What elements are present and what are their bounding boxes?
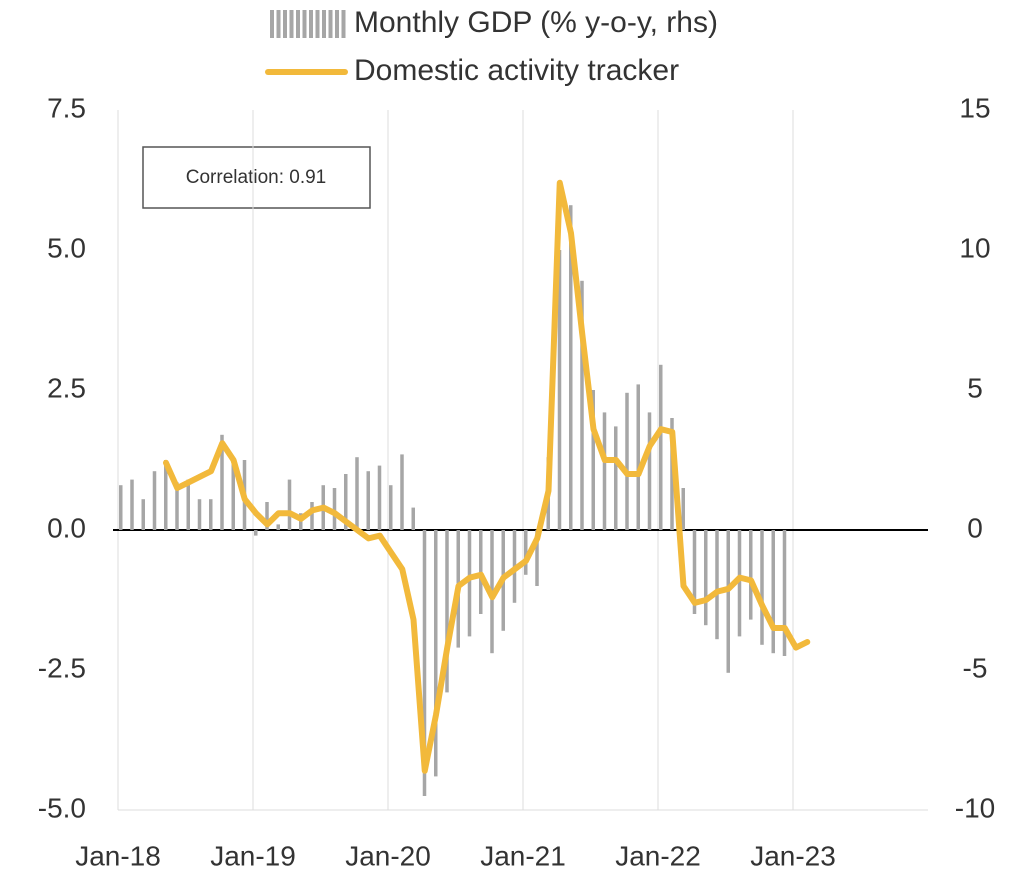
bar — [602, 412, 607, 530]
bar — [186, 479, 190, 530]
bar — [569, 205, 573, 530]
y-tick-label: -5.0 — [38, 792, 86, 823]
annotation-box — [142, 146, 371, 209]
bar — [366, 471, 370, 530]
x-tick-label: Jan-21 — [480, 840, 566, 871]
bar — [119, 485, 123, 530]
bar — [164, 460, 168, 530]
bar — [175, 482, 179, 530]
bar — [749, 530, 753, 620]
bar — [220, 434, 224, 530]
bar — [535, 530, 539, 586]
bar — [782, 530, 787, 656]
bar — [141, 499, 145, 530]
y-tick-label: 5.0 — [47, 232, 86, 263]
y-tick-label: 2.5 — [47, 372, 86, 403]
y2-tick-label: 5 — [967, 372, 983, 403]
y-tick-label: 7.5 — [47, 92, 86, 123]
bar — [692, 530, 697, 614]
legend-swatch — [328, 10, 333, 38]
legend-swatch — [302, 10, 307, 38]
bar — [467, 530, 472, 637]
bar — [355, 457, 359, 530]
legend-swatch — [341, 10, 346, 38]
x-tick-label: Jan-22 — [615, 840, 701, 871]
bar — [332, 488, 337, 530]
y2-tick-label: 10 — [959, 232, 990, 263]
bar — [704, 530, 708, 626]
legend-swatch — [283, 10, 287, 38]
bar — [310, 502, 314, 530]
bar — [434, 530, 438, 777]
bar — [265, 502, 269, 530]
bar — [276, 524, 280, 530]
bar — [254, 530, 258, 536]
x-tick-label: Jan-18 — [75, 840, 161, 871]
x-tick-label: Jan-23 — [750, 840, 836, 871]
bar — [760, 530, 764, 645]
y-tick-label: -2.5 — [38, 652, 86, 683]
line — [163, 179, 811, 774]
legend-label: Domestic activity tracker — [354, 54, 679, 87]
legend-swatch — [289, 10, 294, 38]
bar — [422, 530, 427, 796]
bar — [580, 280, 584, 530]
bar — [647, 412, 652, 530]
bar — [445, 530, 449, 693]
bar — [411, 507, 415, 530]
x-tick-label: Jan-20 — [345, 840, 431, 871]
bar — [625, 392, 629, 530]
bar — [659, 364, 663, 530]
bar — [231, 457, 235, 530]
bar — [591, 390, 595, 530]
bar — [636, 384, 640, 530]
bar — [557, 250, 562, 530]
bar — [152, 471, 157, 530]
bar — [524, 530, 528, 575]
bar — [614, 426, 618, 530]
legend-swatch — [270, 10, 274, 38]
annotation: Correlation: 0.91 — [186, 167, 326, 188]
bar — [287, 479, 292, 530]
bar — [209, 499, 213, 530]
y2-tick-label: -5 — [963, 652, 988, 683]
legend-swatch — [322, 10, 326, 38]
y2-tick-label: -10 — [955, 792, 995, 823]
bar — [344, 474, 348, 530]
bar — [389, 485, 393, 530]
y2-tick-label: 0 — [967, 512, 983, 543]
bar — [726, 530, 730, 673]
y-tick-label: 0.0 — [47, 512, 86, 543]
bar — [197, 499, 202, 530]
legend-swatch — [296, 10, 300, 38]
bar — [377, 465, 382, 530]
legend-swatch — [315, 10, 320, 38]
legend-swatch — [309, 10, 313, 38]
bar — [670, 418, 674, 530]
legend-swatch — [276, 10, 281, 38]
bar — [130, 479, 134, 530]
legend-label: Monthly GDP (% y-o-y, rhs) — [354, 6, 718, 39]
bar — [681, 488, 685, 530]
legend-swatch — [335, 10, 339, 38]
bar — [400, 454, 404, 530]
bar — [737, 530, 742, 637]
bar — [715, 530, 719, 640]
bar — [771, 530, 775, 654]
x-tick-label: Jan-19 — [210, 840, 296, 871]
y2-tick-label: 15 — [959, 92, 990, 123]
